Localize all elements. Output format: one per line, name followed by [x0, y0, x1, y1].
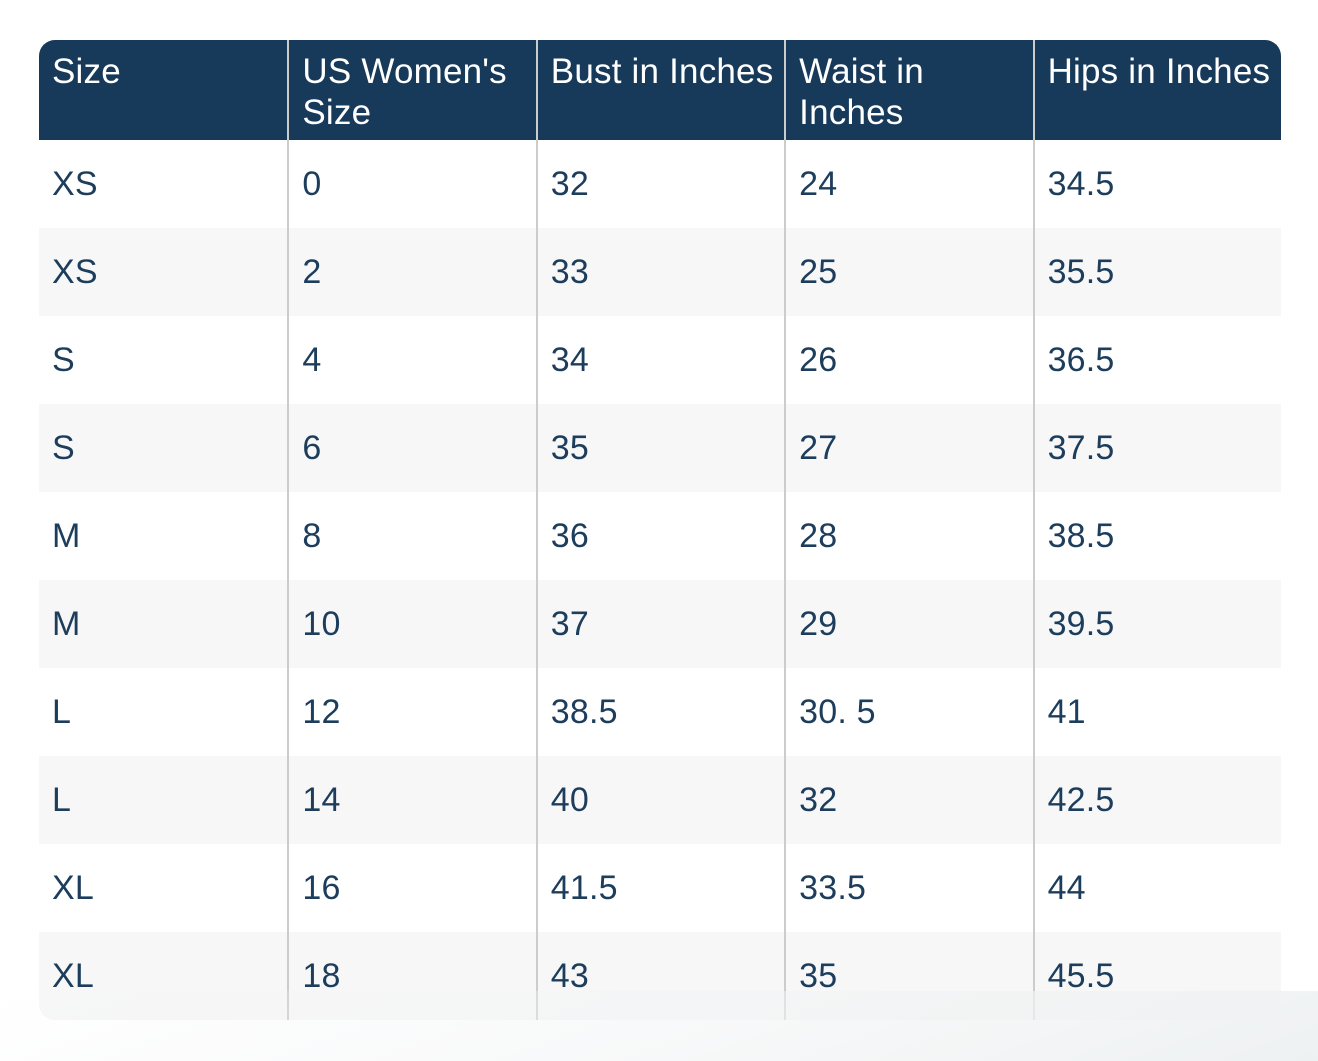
table-row: S 4 34 26 36.5: [39, 316, 1281, 404]
cell-us-size: 10: [287, 580, 536, 668]
cell-bust: 41.5: [535, 844, 785, 932]
cell-bust: 38.5: [535, 668, 785, 756]
cell-waist: 26: [784, 316, 1033, 404]
cell-bust: 33: [535, 228, 785, 316]
cell-waist: 32: [784, 756, 1033, 844]
table-row: M 10 37 29 39.5: [39, 580, 1281, 668]
cell-size: L: [39, 756, 288, 844]
cell-bust: 43: [535, 932, 785, 1020]
cell-waist: 35: [784, 932, 1033, 1020]
cell-us-size: 8: [287, 492, 536, 580]
cell-bust: 37: [535, 580, 785, 668]
cell-size: XS: [39, 140, 288, 228]
table-row: S 6 35 27 37.5: [39, 404, 1281, 492]
cell-size: S: [39, 316, 288, 404]
cell-hips: 35.5: [1032, 228, 1281, 316]
table-row: XS 2 33 25 35.5: [39, 228, 1281, 316]
cell-us-size: 4: [287, 316, 536, 404]
table-row: XS 0 32 24 34.5: [39, 140, 1281, 228]
cell-waist: 24: [784, 140, 1033, 228]
cell-us-size: 14: [287, 756, 536, 844]
size-chart-container: Size US Women's Size Bust in Inches Wais…: [39, 40, 1281, 1020]
cell-hips: 41: [1032, 668, 1281, 756]
size-chart-table: Size US Women's Size Bust in Inches Wais…: [39, 40, 1281, 1020]
cell-hips: 39.5: [1032, 580, 1281, 668]
cell-size: XL: [39, 932, 288, 1020]
table-row: L 12 38.5 30. 5 41: [39, 668, 1281, 756]
cell-size: L: [39, 668, 288, 756]
table-row: XL 18 43 35 45.5: [39, 932, 1281, 1020]
cell-us-size: 0: [287, 140, 536, 228]
cell-size: XS: [39, 228, 288, 316]
column-header-us-womens-size: US Women's Size: [287, 40, 536, 140]
cell-bust: 32: [535, 140, 785, 228]
cell-bust: 35: [535, 404, 785, 492]
cell-hips: 44: [1032, 844, 1281, 932]
cell-waist: 28: [784, 492, 1033, 580]
table-row: XL 16 41.5 33.5 44: [39, 844, 1281, 932]
cell-us-size: 2: [287, 228, 536, 316]
cell-bust: 34: [535, 316, 785, 404]
cell-hips: 42.5: [1032, 756, 1281, 844]
cell-waist: 30. 5: [784, 668, 1033, 756]
column-header-waist: Waist in Inches: [784, 40, 1033, 140]
table-row: M 8 36 28 38.5: [39, 492, 1281, 580]
cell-hips: 45.5: [1032, 932, 1281, 1020]
table-row: L 14 40 32 42.5: [39, 756, 1281, 844]
column-header-bust: Bust in Inches: [535, 40, 785, 140]
cell-us-size: 16: [287, 844, 536, 932]
cell-waist: 25: [784, 228, 1033, 316]
cell-us-size: 18: [287, 932, 536, 1020]
column-header-size: Size: [39, 40, 288, 140]
table-body: XS 0 32 24 34.5 XS 2 33 25 35.5 S 4 34 2…: [39, 140, 1281, 1020]
column-header-hips: Hips in Inches: [1032, 40, 1281, 140]
cell-size: XL: [39, 844, 288, 932]
cell-us-size: 12: [287, 668, 536, 756]
cell-bust: 40: [535, 756, 785, 844]
cell-waist: 27: [784, 404, 1033, 492]
table-header: Size US Women's Size Bust in Inches Wais…: [39, 40, 1281, 140]
cell-size: M: [39, 492, 288, 580]
cell-hips: 36.5: [1032, 316, 1281, 404]
cell-hips: 34.5: [1032, 140, 1281, 228]
cell-waist: 33.5: [784, 844, 1033, 932]
cell-bust: 36: [535, 492, 785, 580]
cell-hips: 37.5: [1032, 404, 1281, 492]
cell-hips: 38.5: [1032, 492, 1281, 580]
cell-waist: 29: [784, 580, 1033, 668]
header-row: Size US Women's Size Bust in Inches Wais…: [39, 40, 1281, 140]
cell-size: M: [39, 580, 288, 668]
cell-size: S: [39, 404, 288, 492]
cell-us-size: 6: [287, 404, 536, 492]
